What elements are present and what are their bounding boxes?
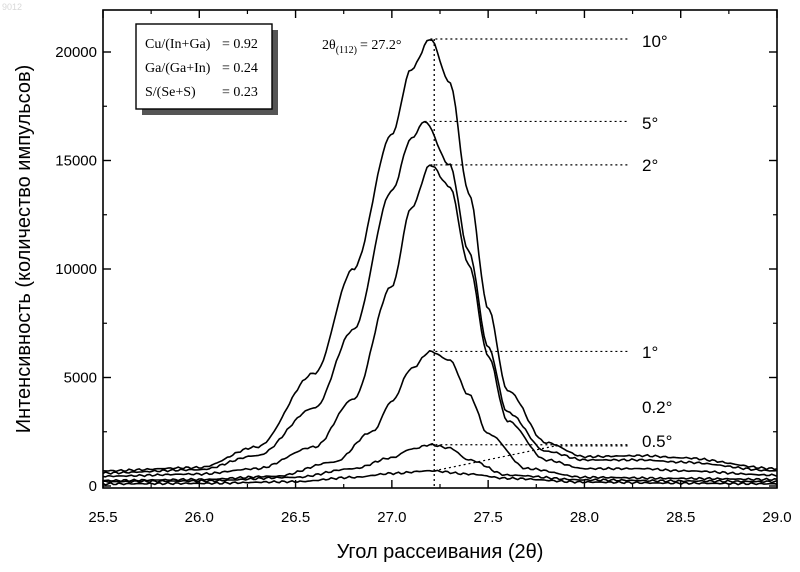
y-axis-ticks: 0 5000 10000 15000 20000 xyxy=(55,44,777,495)
y-tick-label: 15000 xyxy=(55,153,97,170)
series-line xyxy=(102,120,778,475)
leader-line xyxy=(434,445,556,472)
legend-value-ga: = 0.24 xyxy=(222,61,258,76)
peak-annotation-value: = 27.2° xyxy=(360,38,402,53)
peak-annotation-sub: (112) xyxy=(336,45,357,56)
series-label: 1° xyxy=(642,343,658,362)
peak-annotation: 2θ(112) = 27.2° xyxy=(322,38,402,56)
series-label: 5° xyxy=(642,114,658,133)
y-tick-label: 20000 xyxy=(55,44,97,61)
series-label: 0.2° xyxy=(642,398,672,417)
legend-value-cu: = 0.92 xyxy=(222,37,258,52)
plot-lines xyxy=(102,39,778,486)
y-tick-label: 5000 xyxy=(64,370,97,387)
x-tick-label: 27.5 xyxy=(474,509,503,526)
y-axis-title: Интенсивность (количество импульсов) xyxy=(13,65,35,434)
x-tick-label: 28.0 xyxy=(570,509,599,526)
x-tick-label: 29.0 xyxy=(762,509,791,526)
y-tick-label: 0 xyxy=(89,478,97,495)
x-tick-label: 27.0 xyxy=(377,509,406,526)
y-tick-label: 10000 xyxy=(55,261,97,278)
series-label: 2° xyxy=(642,156,658,175)
x-tick-label: 26.5 xyxy=(281,509,310,526)
composition-legend: Cu/(In+Ga) = 0.92 Ga/(Ga+In) = 0.24 S/(S… xyxy=(135,23,278,115)
peak-annotation-main: 2θ xyxy=(322,38,336,53)
x-tick-label: 28.5 xyxy=(666,509,695,526)
series-label: 0.5° xyxy=(642,432,672,451)
x-tick-label: 25.5 xyxy=(88,509,117,526)
legend-label-cu: Cu/(In+Ga) xyxy=(145,37,211,52)
series-line xyxy=(102,349,778,483)
legend-value-s: = 0.23 xyxy=(222,85,258,100)
series-line xyxy=(102,442,778,484)
series-line xyxy=(102,164,778,478)
series-line xyxy=(102,39,778,473)
x-axis-ticks: 25.5 26.0 26.5 27.0 27.5 28.0 28.5 29.0 xyxy=(88,10,792,526)
watermark-text: 9012 xyxy=(2,2,22,12)
series-labels: 10° 5° 2° 1° 0.2° 0.5° xyxy=(424,32,672,472)
series-line xyxy=(102,469,778,486)
legend-label-ga: Ga/(Ga+In) xyxy=(145,61,211,76)
x-tick-label: 26.0 xyxy=(185,509,214,526)
series-label: 10° xyxy=(642,32,668,51)
legend-box xyxy=(135,23,273,110)
x-axis-title: Угол рассеивания (2θ) xyxy=(337,541,544,563)
legend-label-s: S/(Se+S) xyxy=(145,85,196,100)
